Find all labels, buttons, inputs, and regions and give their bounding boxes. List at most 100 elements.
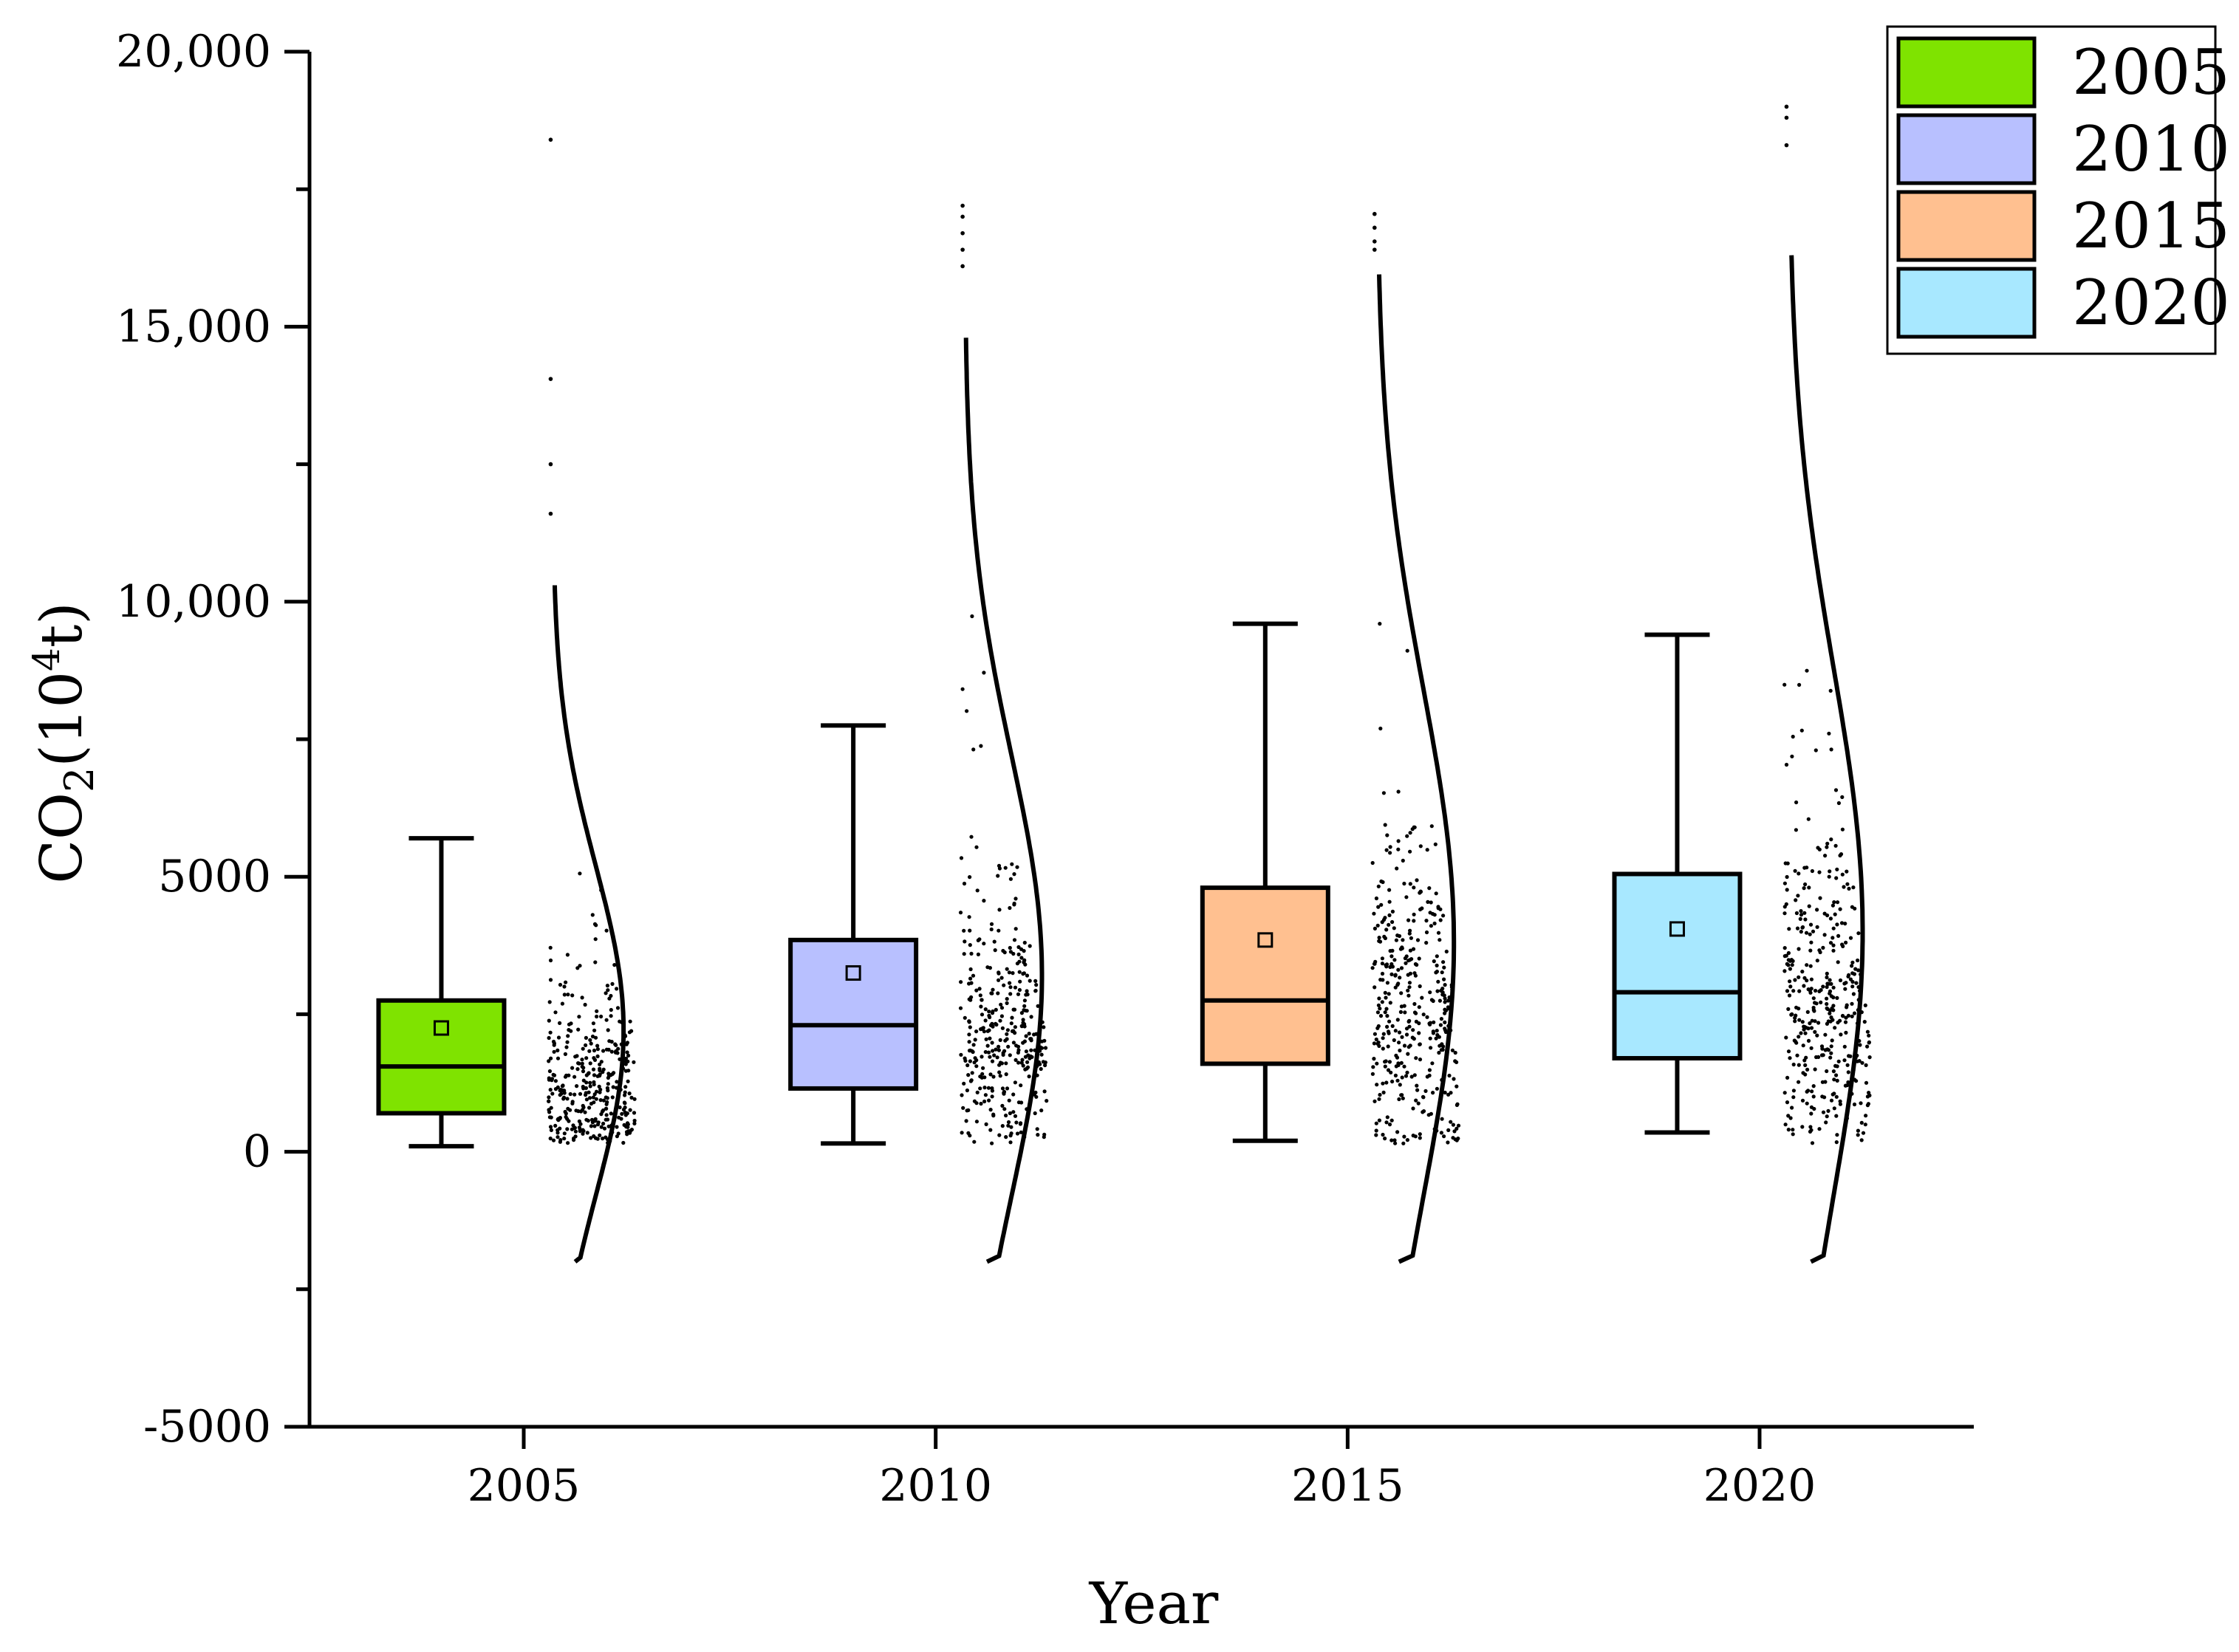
- scatter-point: [1455, 1084, 1459, 1089]
- scatter-point: [1412, 919, 1416, 923]
- scatter-point: [1867, 1091, 1871, 1095]
- scatter-point: [595, 1014, 599, 1019]
- scatter-point: [1408, 948, 1412, 953]
- scatter-point: [1784, 762, 1789, 767]
- scatter-point: [574, 1108, 578, 1113]
- scatter-point: [1786, 1049, 1791, 1054]
- scatter-point: [1377, 936, 1381, 940]
- scatter-point: [632, 1118, 637, 1123]
- scatter-point: [1003, 1038, 1008, 1043]
- scatter-point: [1826, 1108, 1830, 1113]
- scatter-point: [1812, 1009, 1816, 1013]
- scatter-point: [1443, 1026, 1447, 1031]
- scatter-point: [1815, 959, 1819, 963]
- scatter-point: [1795, 1053, 1799, 1058]
- axes: -5000 0 5000 10,000 15,000 20,000 2005 2010 2015…: [116, 26, 1974, 1512]
- scatter-point: [589, 1124, 594, 1128]
- scatter-point: [991, 1075, 996, 1079]
- scatter-point: [1392, 1038, 1396, 1043]
- scatter-point: [1805, 1101, 1809, 1106]
- scatter-point: [558, 1088, 563, 1092]
- scatter-point: [1417, 1021, 1421, 1026]
- scatter-point: [597, 1084, 601, 1089]
- scatter-point: [1808, 1021, 1812, 1026]
- scatter-point: [606, 1075, 611, 1080]
- scatter-point: [1380, 956, 1384, 961]
- scatter-point: [575, 966, 580, 970]
- scatter-point: [1033, 1111, 1037, 1116]
- scatter-point: [1007, 1098, 1011, 1103]
- scatter-point: [1813, 1029, 1817, 1034]
- scatter-point: [615, 1006, 621, 1010]
- scatter-point: [991, 1112, 996, 1117]
- scatter-point: [1011, 1092, 1016, 1097]
- scatter-point: [556, 1135, 560, 1139]
- scatter-point: [629, 1029, 634, 1033]
- scatter-point: [982, 1099, 987, 1104]
- scatter-point: [1398, 976, 1402, 980]
- scatter-point: [1413, 1134, 1418, 1139]
- scatter-point: [583, 1002, 587, 1007]
- scatter-point: [1436, 930, 1441, 935]
- scatter-point: [1442, 965, 1446, 970]
- scatter-point: [1809, 1026, 1814, 1030]
- scatter-point: [606, 1072, 611, 1076]
- outlier-point: [960, 264, 965, 269]
- scatter-point: [1418, 1136, 1422, 1140]
- scatter-point: [1400, 945, 1404, 950]
- scatter-point: [599, 1060, 604, 1064]
- scatter-point: [572, 1136, 576, 1141]
- scatter-point: [1835, 922, 1839, 927]
- scatter-point: [1428, 990, 1432, 995]
- scatter-point: [1844, 1030, 1848, 1035]
- scatter-point: [988, 1036, 992, 1041]
- scatter-point: [1819, 1044, 1825, 1049]
- scatter-point: [1794, 828, 1798, 832]
- scatter-point: [1864, 1063, 1868, 1067]
- scatter-point: [1374, 1037, 1378, 1042]
- scatter-point: [1435, 989, 1440, 993]
- scatter-point: [1840, 827, 1845, 832]
- scatter-point: [548, 1088, 553, 1092]
- scatter-point: [580, 1058, 584, 1062]
- scatter-point: [1381, 880, 1385, 885]
- scatter-point: [1452, 1077, 1456, 1081]
- scatter-point: [1387, 1060, 1392, 1064]
- scatter-point: [1384, 1080, 1389, 1085]
- scatter-point: [1440, 1047, 1445, 1052]
- scatter-point: [1823, 1032, 1828, 1037]
- scatter-point: [1789, 1012, 1794, 1017]
- scatter-point: [1003, 866, 1008, 870]
- scatter-point: [1004, 1135, 1008, 1139]
- scatter-point: [967, 1032, 971, 1037]
- scatter-point: [563, 1109, 567, 1114]
- scatter-point: [1396, 839, 1401, 843]
- scatter-point: [551, 1138, 556, 1142]
- scatter-point: [1016, 1060, 1021, 1065]
- scatter-point: [550, 1078, 554, 1083]
- scatter-point: [1381, 1032, 1386, 1036]
- scatter-point: [1456, 1123, 1461, 1128]
- scatter-point: [1006, 1044, 1011, 1049]
- scatter-point: [1810, 1018, 1814, 1023]
- scatter-point: [1008, 950, 1013, 954]
- scatter-point: [1801, 1043, 1805, 1048]
- scatter-point: [628, 1019, 632, 1024]
- scatter-point: [1005, 967, 1009, 971]
- scatter-point: [1023, 1055, 1028, 1059]
- scatter-point: [1386, 1068, 1391, 1072]
- scatter-point: [1008, 1134, 1013, 1138]
- scatter-point: [1814, 748, 1818, 753]
- box-plot-2010: [788, 723, 919, 1146]
- scatter-point: [1856, 1128, 1860, 1133]
- scatter-point: [1018, 1122, 1022, 1126]
- scatter-point: [1004, 1113, 1008, 1118]
- scatter-point: [1043, 1060, 1047, 1065]
- scatter-point: [1025, 1009, 1029, 1013]
- scatter-point: [623, 1056, 629, 1060]
- scatter-point: [1795, 926, 1800, 930]
- scatter-point: [1828, 978, 1832, 982]
- scatter-point: [1396, 1061, 1401, 1066]
- scatter-point: [1825, 1114, 1829, 1119]
- scatter-point: [598, 1068, 602, 1072]
